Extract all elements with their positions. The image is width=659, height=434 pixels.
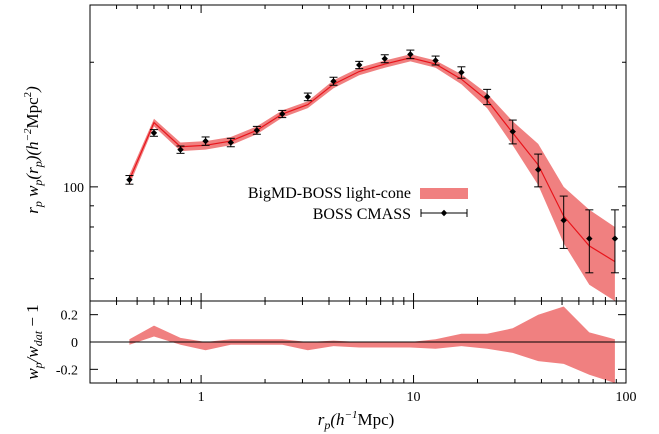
data-point — [534, 153, 543, 188]
legend-swatch-band — [420, 188, 468, 199]
residual-band — [129, 306, 615, 383]
marker — [381, 55, 388, 62]
data-point — [176, 145, 185, 154]
marker — [432, 57, 439, 64]
marker — [483, 93, 491, 101]
data-point — [226, 137, 235, 148]
marker — [560, 217, 567, 224]
legend-marker — [440, 209, 448, 217]
y-tick-label: 100 — [63, 181, 84, 196]
marker — [202, 137, 209, 145]
legend-label-model: BigMD-BOSS light-cone — [248, 185, 411, 202]
legend-label-data: BOSS CMASS — [313, 206, 411, 223]
marker — [330, 77, 337, 85]
residual-panel: 0.2 0 -0.2 1 10 100 — [56, 300, 637, 405]
marker — [534, 166, 542, 173]
main-y-axis-label: rp wp(rp)(h−2Mpc2) — [22, 86, 45, 214]
y-tick-label: 0.2 — [61, 309, 79, 324]
legend: BigMD-BOSS light-cone BOSS CMASS — [248, 185, 468, 223]
main-frame — [89, 4, 627, 302]
x-axis-label: rp(h−1Mpc) — [318, 409, 395, 432]
data-point — [303, 92, 312, 102]
x-tick-label: 100 — [616, 390, 637, 405]
y-tick-label: -0.2 — [56, 363, 78, 378]
data-point — [431, 55, 440, 66]
marker — [611, 235, 619, 242]
marker — [586, 235, 593, 242]
residual-y-axis-label: wp/wdat − 1 — [23, 304, 45, 379]
marker — [509, 128, 516, 135]
data-point — [125, 175, 134, 185]
data-point — [355, 60, 364, 70]
data-point — [483, 88, 492, 106]
data-point — [406, 49, 415, 60]
marker — [458, 69, 465, 76]
marker — [177, 146, 184, 153]
marker — [150, 129, 158, 137]
data-point — [278, 109, 287, 119]
marker — [356, 61, 363, 69]
marker — [227, 139, 235, 146]
data-point — [610, 209, 619, 274]
x-tick-label: 10 — [407, 390, 421, 405]
data-point — [329, 76, 338, 86]
data-point — [252, 125, 261, 135]
data-point — [585, 209, 594, 274]
data-point — [457, 66, 466, 79]
marker — [407, 51, 414, 58]
main-panel: 100 BigMD-BOSS light-cone BOSS CMASS — [63, 4, 627, 302]
y-tick-label: 0 — [71, 336, 78, 351]
model-line — [128, 57, 616, 263]
marker — [253, 127, 261, 134]
data-point — [559, 195, 568, 249]
x-tick-label: 1 — [198, 390, 205, 405]
data-point — [508, 119, 517, 145]
marker — [304, 93, 312, 101]
data-point — [380, 54, 389, 64]
data-point — [149, 129, 158, 137]
marker — [279, 110, 286, 118]
model-band — [129, 54, 615, 301]
marker — [126, 176, 133, 184]
data-point — [201, 136, 210, 146]
